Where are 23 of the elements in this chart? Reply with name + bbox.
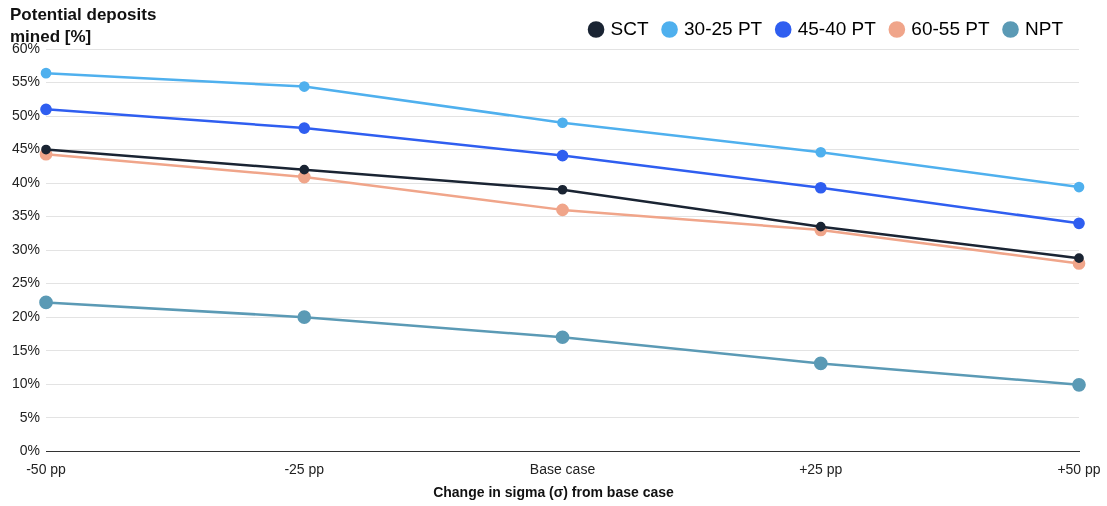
legend-label: SCT: [610, 17, 649, 39]
x-tick-label: +25 pp: [799, 461, 843, 478]
x-tick-label: -25 pp: [284, 461, 325, 478]
x-axis-title: Change in sigma (σ) from base case: [432, 484, 675, 500]
legend-label: NPT: [1025, 17, 1064, 39]
y-tick-label: 10%: [11, 375, 41, 392]
y-tick-label: 25%: [11, 274, 41, 291]
x-tick-label: -50 pp: [26, 461, 67, 478]
legend-label: 45-40 PT: [797, 17, 877, 39]
legend-label: 60-55 PT: [911, 17, 990, 39]
y-tick-label: 15%: [11, 341, 41, 358]
y-tick-label: 35%: [11, 207, 41, 224]
y-tick-label: 40%: [11, 173, 41, 190]
x-tick-label: Base case: [529, 461, 596, 478]
legend-label: 30-25 PT: [684, 17, 763, 39]
x-tick-label: +50 pp: [1057, 461, 1101, 478]
y-tick-label: 45%: [11, 140, 41, 157]
y-tick-label: 50%: [11, 106, 41, 123]
y-tick-label: 55%: [11, 73, 41, 90]
y-tick-label: 5%: [19, 408, 41, 425]
y-tick-label: 0%: [19, 442, 41, 459]
y-tick-label: 30%: [11, 240, 41, 257]
y-tick-label: 20%: [11, 307, 41, 324]
